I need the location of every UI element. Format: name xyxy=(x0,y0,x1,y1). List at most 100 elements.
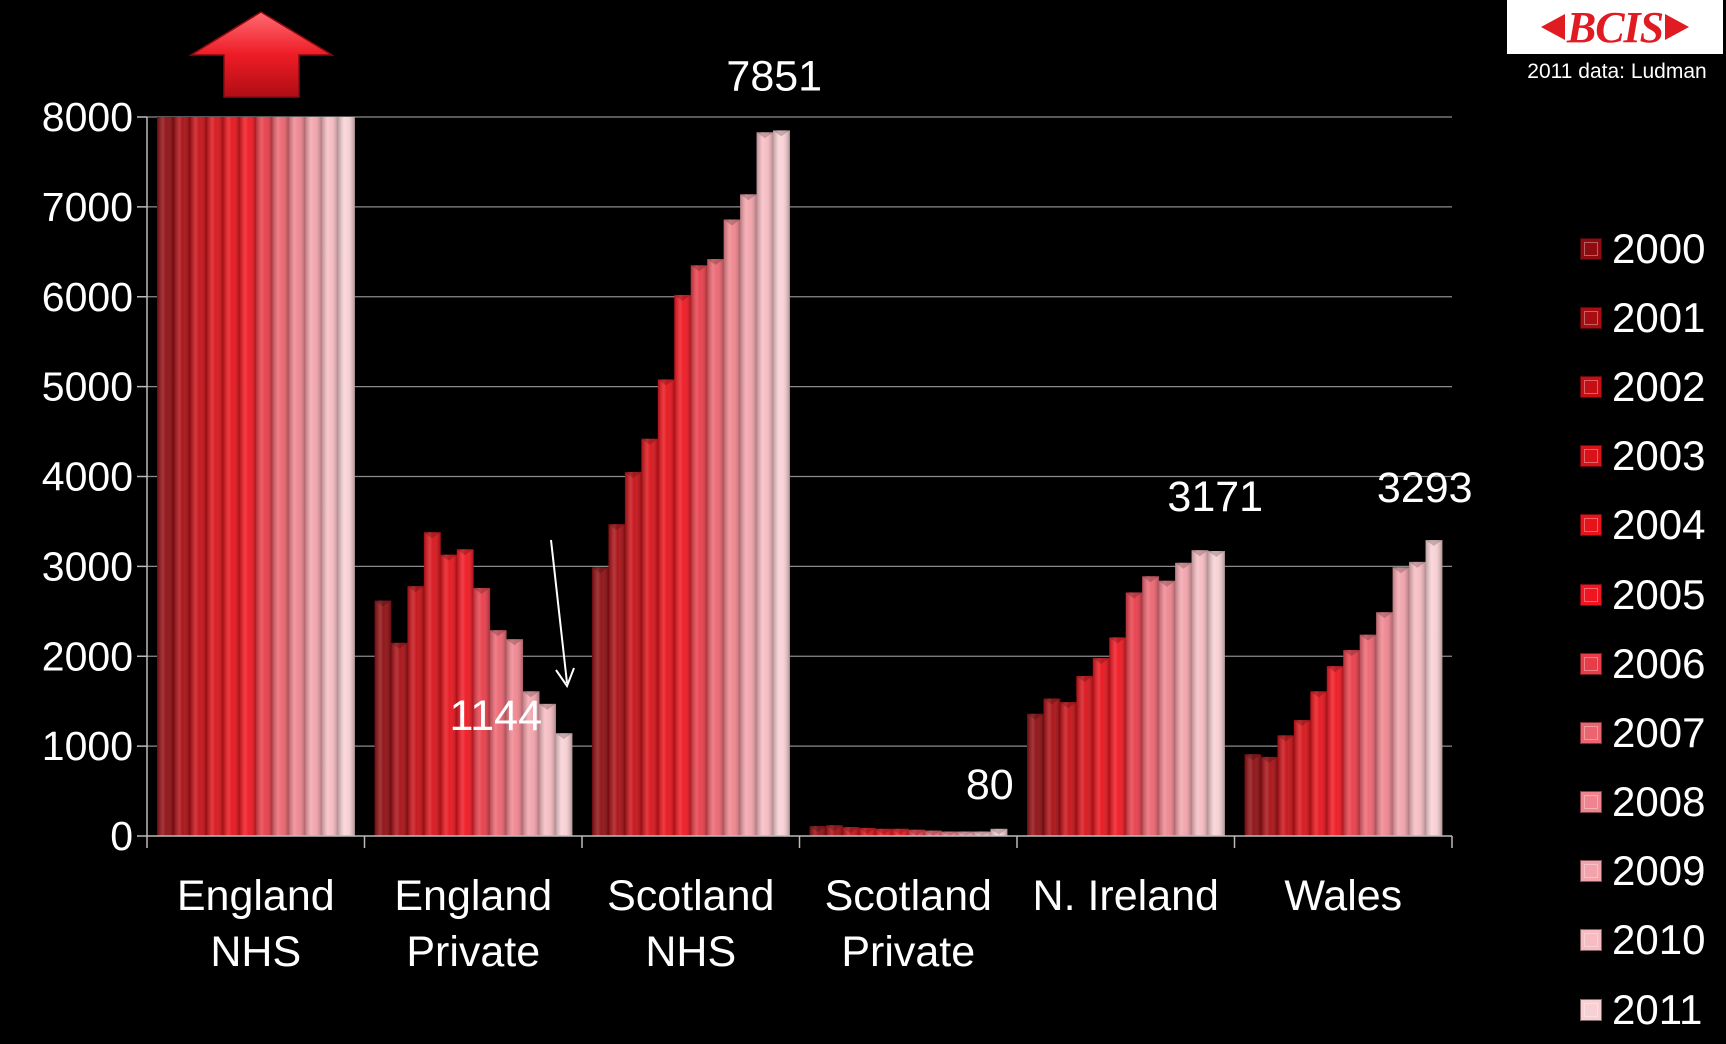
bar-shading xyxy=(1326,666,1344,836)
bar-cap xyxy=(908,829,925,836)
legend-label: 2005 xyxy=(1612,570,1706,618)
y-tick-label: 3000 xyxy=(42,543,133,589)
legend-label: 2006 xyxy=(1612,639,1706,687)
logo-right-arrow-icon xyxy=(1665,14,1690,40)
bar-cap xyxy=(957,831,975,836)
legend-item: 2008 xyxy=(1580,768,1705,837)
legend-swatch xyxy=(1580,929,1602,952)
bar-shading xyxy=(423,532,441,836)
bar-cap xyxy=(1409,561,1426,568)
legend-item: 2000 xyxy=(1580,214,1705,283)
y-tick-label: 1000 xyxy=(42,723,133,769)
bar-cap xyxy=(707,259,724,266)
bar-cap xyxy=(1043,698,1060,705)
bar-cap xyxy=(756,132,774,139)
bar-shading xyxy=(974,831,991,836)
bar-cap xyxy=(374,600,391,607)
bar-shading xyxy=(842,827,860,836)
bar-shading xyxy=(173,117,191,836)
bar-cap xyxy=(891,828,909,835)
bar-cap xyxy=(825,825,843,832)
y-tick-label: 2000 xyxy=(42,633,133,679)
bar-shading xyxy=(272,117,290,836)
x-tick-label: Private xyxy=(841,928,975,976)
bar-cap xyxy=(1425,540,1442,547)
bar-shading xyxy=(321,117,339,836)
legend-swatch xyxy=(1580,721,1602,744)
bar-shading xyxy=(1244,754,1262,836)
logo-left-arrow-icon xyxy=(1540,14,1565,40)
bar-cap xyxy=(773,130,790,137)
bar-cap xyxy=(592,567,609,574)
bar-shading xyxy=(522,691,540,836)
bar-shading xyxy=(407,586,425,836)
bar-shading xyxy=(875,828,893,836)
x-tick-label: Private xyxy=(406,928,540,976)
bar-shading xyxy=(740,194,757,837)
bar-cap xyxy=(1076,676,1093,683)
bar-shading xyxy=(608,524,626,836)
legend-swatch xyxy=(1580,652,1602,675)
legend-label: 2003 xyxy=(1612,432,1706,480)
bar-shading xyxy=(825,825,843,836)
bar-shading xyxy=(723,219,741,836)
bar-shading xyxy=(255,117,273,836)
bar-cap xyxy=(1343,649,1360,656)
legend-label: 2002 xyxy=(1612,362,1706,410)
legend-label: 2008 xyxy=(1612,778,1706,826)
bar-cap xyxy=(1260,756,1278,763)
bar-cap xyxy=(1027,713,1044,720)
y-tick-label: 6000 xyxy=(42,274,133,320)
bar-shading xyxy=(1059,702,1077,836)
bar-chart: 0 1000 2000 3000 4000 5000 6000 7000 8000 Englan… xyxy=(42,11,1473,976)
bar-shading xyxy=(773,130,790,837)
bar-cap xyxy=(1277,735,1294,742)
x-tick-label: NHS xyxy=(210,928,301,976)
bcis-logo: BCIS xyxy=(1507,0,1723,54)
legend-swatch xyxy=(1580,237,1602,260)
bar-shading xyxy=(690,265,708,836)
y-tick-label: 5000 xyxy=(42,364,133,410)
bar-cap xyxy=(1142,576,1159,583)
x-tick-label: Scotland xyxy=(607,872,774,920)
legend-swatch xyxy=(1580,860,1602,883)
bar-shading xyxy=(908,829,926,836)
legend: 2000 2001 2002 2003 2004 2005 2006 2007 2008 2009… xyxy=(1580,214,1705,1044)
bar-cap xyxy=(1310,691,1327,698)
bar-cap xyxy=(723,219,741,226)
x-tick-label: Scotland xyxy=(825,872,992,920)
bar-cap xyxy=(390,642,408,649)
legend-label: 2000 xyxy=(1612,224,1706,272)
bar-shading xyxy=(239,117,257,836)
bar-shading xyxy=(222,117,240,836)
bar-shading xyxy=(957,831,975,836)
bar-cap xyxy=(440,554,457,561)
legend-label: 2007 xyxy=(1612,708,1706,756)
bar-cap xyxy=(1359,634,1377,641)
bar-shading xyxy=(539,703,556,836)
bar-shading xyxy=(1392,567,1410,836)
bar-cap xyxy=(539,703,556,710)
bar-shading xyxy=(489,630,507,836)
legend-item: 2002 xyxy=(1580,352,1705,421)
bar-cap xyxy=(924,830,942,836)
bar-shading xyxy=(924,830,942,836)
bar-cap xyxy=(456,549,474,556)
bar-shading xyxy=(1208,551,1225,836)
legend-label: 2009 xyxy=(1612,847,1706,895)
bar-shading xyxy=(374,600,392,836)
bar-cap xyxy=(941,831,958,836)
bar-shading xyxy=(1076,676,1094,836)
bar-shading xyxy=(891,828,909,836)
bar-cap xyxy=(1092,658,1110,665)
source-note: 2011 data: Ludman xyxy=(1527,60,1707,83)
bar-shading xyxy=(1425,540,1443,836)
axes xyxy=(146,117,1453,848)
bar-cap xyxy=(657,379,675,386)
bar-shading xyxy=(592,567,609,836)
bar-cap xyxy=(875,828,892,835)
legend-item: 2003 xyxy=(1580,422,1705,491)
bar-shading xyxy=(288,117,306,836)
bar-shading xyxy=(1310,691,1328,836)
logo-text: BCIS xyxy=(1566,2,1664,52)
